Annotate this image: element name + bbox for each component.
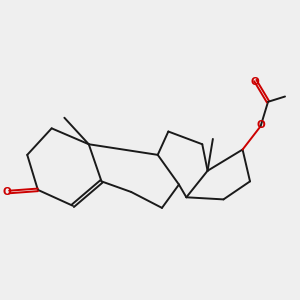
Text: O: O bbox=[256, 120, 265, 130]
Text: O: O bbox=[3, 187, 11, 197]
Text: O: O bbox=[251, 77, 260, 87]
